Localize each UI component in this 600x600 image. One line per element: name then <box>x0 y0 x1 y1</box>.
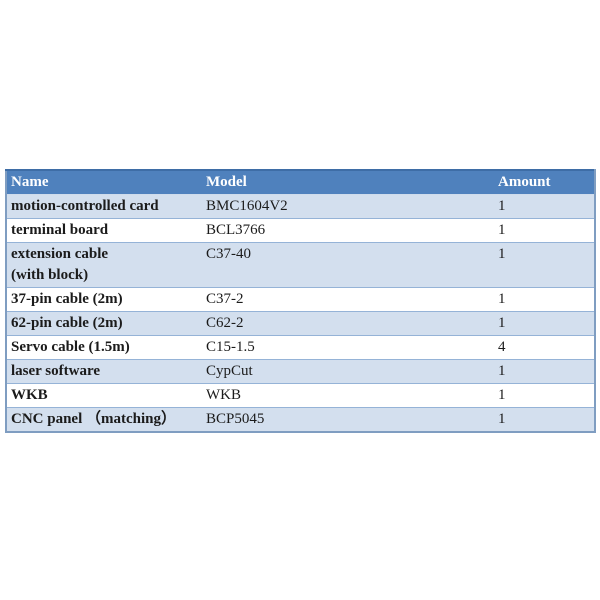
part-name: motion-controlled card <box>11 198 159 214</box>
part-amount: 1 <box>498 363 506 379</box>
table-row: Servo cable (1.5m) C15-1.5 4 <box>6 335 595 360</box>
table-header-row: Name Model Amount <box>6 170 595 195</box>
table-row: CNC panel （matching） BCP5045 1 <box>6 407 595 432</box>
table-row: 62-pin cable (2m) C62-2 1 <box>6 311 595 336</box>
part-amount: 1 <box>498 291 506 307</box>
part-model: C37-2 <box>206 291 244 307</box>
part-model: C62-2 <box>206 315 244 331</box>
part-amount: 1 <box>498 246 506 262</box>
part-model: WKB <box>206 387 241 403</box>
part-amount: 4 <box>498 339 506 355</box>
table-row: 37-pin cable (2m) C37-2 1 <box>6 287 595 312</box>
part-name: terminal board <box>11 222 109 238</box>
part-name: WKB <box>11 387 48 403</box>
table-row: WKB WKB 1 <box>6 383 595 408</box>
part-amount: 1 <box>498 387 506 403</box>
table-row: motion-controlled card BMC1604V2 1 <box>6 194 595 219</box>
parts-table-container: Name Model Amount motion-controlled card… <box>5 169 596 433</box>
part-model: BCL3766 <box>206 222 266 238</box>
table-body: motion-controlled card BMC1604V2 1 terminal… <box>6 194 595 432</box>
part-name: Servo cable (1.5m) <box>11 339 130 355</box>
part-name: CNC panel （matching） <box>11 411 177 427</box>
part-model: CypCut <box>206 363 253 379</box>
table-row: laser software CypCut 1 <box>6 359 595 384</box>
part-model: C15-1.5 <box>206 339 255 355</box>
table-row: terminal board BCL3766 1 <box>6 218 595 243</box>
part-amount: 1 <box>498 222 506 238</box>
part-name: extension cable (with block) <box>11 246 109 283</box>
part-model: C37-40 <box>206 246 251 262</box>
part-name: laser software <box>11 363 101 379</box>
column-header-model: Model <box>206 174 247 190</box>
part-amount: 1 <box>498 411 506 427</box>
part-amount: 1 <box>498 315 506 331</box>
column-header-amount: Amount <box>498 174 551 190</box>
column-header-name: Name <box>11 174 49 190</box>
parts-table: Name Model Amount motion-controlled card… <box>5 169 596 433</box>
part-name: 62-pin cable (2m) <box>11 315 123 331</box>
part-amount: 1 <box>498 198 506 214</box>
part-name: 37-pin cable (2m) <box>11 291 123 307</box>
part-model: BMC1604V2 <box>206 198 288 214</box>
table-row: extension cable (with block) C37-40 1 <box>6 242 595 288</box>
part-model: BCP5045 <box>206 411 265 427</box>
